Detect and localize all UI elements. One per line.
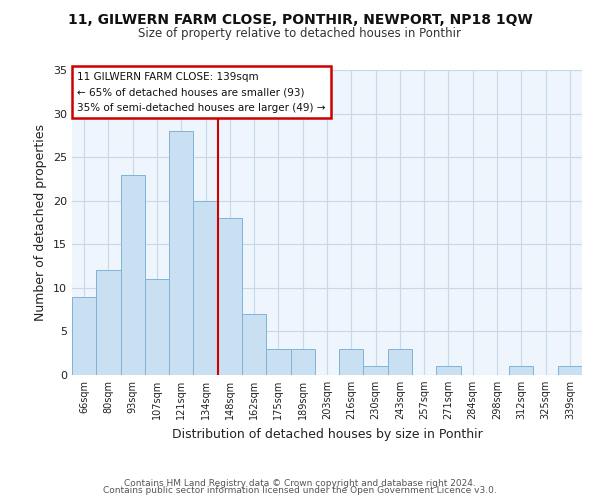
Bar	[145, 279, 169, 375]
Bar	[193, 200, 218, 375]
Bar	[121, 174, 145, 375]
Text: 11, GILWERN FARM CLOSE, PONTHIR, NEWPORT, NP18 1QW: 11, GILWERN FARM CLOSE, PONTHIR, NEWPORT…	[68, 12, 532, 26]
Bar	[558, 366, 582, 375]
Y-axis label: Number of detached properties: Number of detached properties	[34, 124, 47, 321]
Bar	[388, 349, 412, 375]
Bar	[339, 349, 364, 375]
Text: Size of property relative to detached houses in Ponthir: Size of property relative to detached ho…	[139, 28, 461, 40]
Bar	[72, 296, 96, 375]
Bar	[242, 314, 266, 375]
Bar	[96, 270, 121, 375]
Text: 11 GILWERN FARM CLOSE: 139sqm
← 65% of detached houses are smaller (93)
35% of s: 11 GILWERN FARM CLOSE: 139sqm ← 65% of d…	[77, 72, 326, 112]
Text: Contains public sector information licensed under the Open Government Licence v3: Contains public sector information licen…	[103, 486, 497, 495]
Bar	[169, 131, 193, 375]
Bar	[364, 366, 388, 375]
Text: Contains HM Land Registry data © Crown copyright and database right 2024.: Contains HM Land Registry data © Crown c…	[124, 478, 476, 488]
X-axis label: Distribution of detached houses by size in Ponthir: Distribution of detached houses by size …	[172, 428, 482, 440]
Bar	[266, 349, 290, 375]
Bar	[436, 366, 461, 375]
Bar	[509, 366, 533, 375]
Bar	[290, 349, 315, 375]
Bar	[218, 218, 242, 375]
